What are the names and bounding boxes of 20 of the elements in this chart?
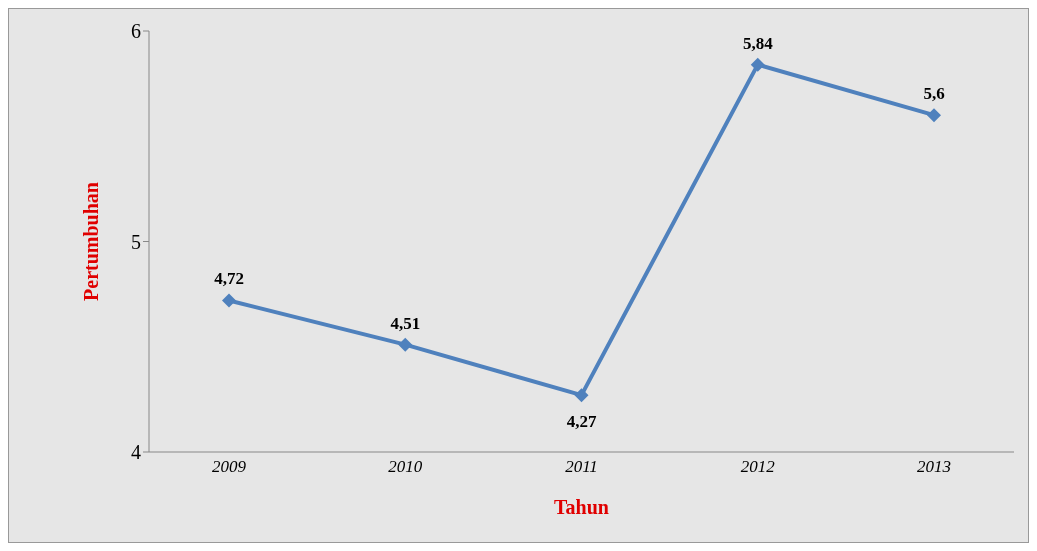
x-tick-label: 2011 — [565, 457, 598, 477]
x-axis-title: Tahun — [554, 496, 609, 518]
x-tick-label: 2013 — [917, 457, 951, 477]
data-label: 5,84 — [742, 33, 774, 53]
x-tick-label: 2009 — [212, 457, 247, 477]
point — [750, 57, 765, 72]
x-tick-label: 2012 — [740, 457, 776, 477]
point — [398, 337, 413, 352]
data-label: 4,27 — [566, 412, 597, 432]
point — [222, 293, 236, 308]
y-tick-label: 4 — [131, 441, 141, 464]
y-tick-label: 6 — [131, 20, 141, 43]
point — [574, 388, 589, 403]
x-tick-label: 2010 — [388, 457, 423, 477]
y-tick-label: 5 — [131, 230, 141, 253]
data-label: 4,51 — [390, 313, 421, 333]
point — [927, 108, 941, 123]
data-label: 4,72 — [214, 269, 244, 289]
y-axis-title: Pertumbuhan — [80, 182, 103, 301]
data-label: 5,6 — [923, 84, 945, 104]
